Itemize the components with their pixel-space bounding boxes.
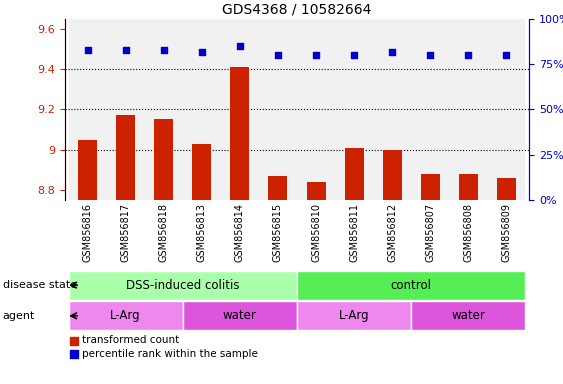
Bar	[69, 271, 297, 300]
Point	[159, 47, 168, 53]
Text: GSM856811: GSM856811	[349, 203, 359, 262]
Bar	[497, 178, 516, 384]
Bar	[421, 174, 440, 384]
Bar	[78, 139, 97, 384]
Text: disease state: disease state	[3, 280, 77, 290]
Point	[274, 52, 283, 58]
Text: water: water	[452, 310, 485, 322]
Bar	[193, 144, 211, 384]
Bar	[459, 174, 478, 384]
Bar	[411, 19, 449, 200]
Bar	[183, 19, 221, 200]
Bar	[69, 19, 106, 200]
Point	[197, 49, 206, 55]
Title: GDS4368 / 10582664: GDS4368 / 10582664	[222, 3, 372, 17]
Bar	[116, 116, 135, 384]
Bar	[449, 19, 488, 200]
Bar	[183, 301, 297, 330]
Bar	[383, 149, 401, 384]
Point	[121, 47, 130, 53]
Bar	[373, 19, 411, 200]
Bar	[69, 301, 183, 330]
Text: GSM856813: GSM856813	[197, 203, 207, 262]
Text: GSM856818: GSM856818	[159, 203, 169, 262]
Bar	[345, 147, 364, 384]
Bar	[154, 119, 173, 384]
Point	[235, 43, 244, 50]
Bar	[297, 271, 525, 300]
Bar	[297, 19, 335, 200]
Legend: transformed count, percentile rank within the sample: transformed count, percentile rank withi…	[70, 336, 258, 359]
Text: L-Arg: L-Arg	[110, 310, 141, 322]
Bar	[106, 19, 145, 200]
Text: control: control	[391, 279, 432, 291]
Text: GSM856812: GSM856812	[387, 203, 397, 262]
Text: L-Arg: L-Arg	[339, 310, 369, 322]
Text: agent: agent	[3, 311, 35, 321]
Text: GSM856816: GSM856816	[83, 203, 92, 262]
Point	[83, 47, 92, 53]
Text: GSM856810: GSM856810	[311, 203, 321, 262]
Bar	[145, 19, 183, 200]
Text: GSM856809: GSM856809	[502, 203, 511, 262]
Text: GSM856815: GSM856815	[273, 203, 283, 262]
Point	[350, 52, 359, 58]
Point	[426, 52, 435, 58]
Point	[311, 52, 320, 58]
Text: GSM856808: GSM856808	[463, 203, 473, 262]
Bar	[306, 182, 325, 384]
Bar	[221, 19, 259, 200]
Point	[388, 49, 397, 55]
Text: water: water	[223, 310, 257, 322]
Bar	[230, 67, 249, 384]
Text: GSM856817: GSM856817	[120, 203, 131, 262]
Bar	[259, 19, 297, 200]
Bar	[297, 301, 411, 330]
Bar	[269, 175, 288, 384]
Text: GSM856807: GSM856807	[425, 203, 435, 262]
Bar	[488, 19, 525, 200]
Text: GSM856814: GSM856814	[235, 203, 245, 262]
Point	[464, 52, 473, 58]
Bar	[335, 19, 373, 200]
Point	[502, 52, 511, 58]
Bar	[411, 301, 525, 330]
Text: DSS-induced colitis: DSS-induced colitis	[126, 279, 239, 291]
